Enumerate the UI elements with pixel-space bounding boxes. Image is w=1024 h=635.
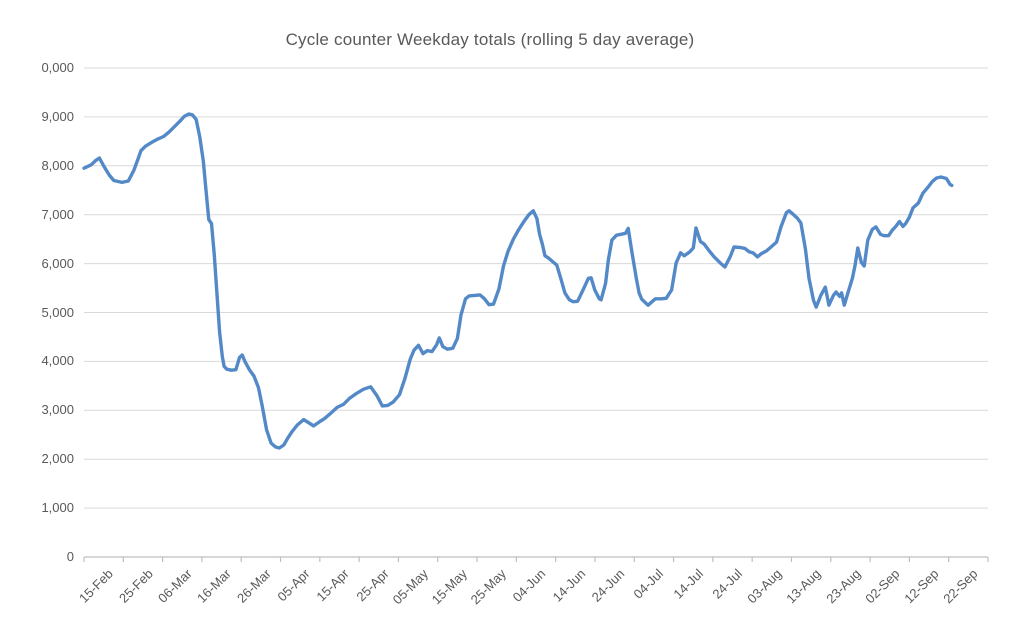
y-axis-tick-label: 4,000 xyxy=(41,353,74,369)
data-series-line xyxy=(82,112,954,450)
y-axis-tick-label: 0 xyxy=(66,549,74,564)
y-axis-tick-label: 1,000 xyxy=(41,500,74,516)
y-axis-tick-label: 0,000 xyxy=(41,60,74,75)
y-axis-tick-label: 6,000 xyxy=(41,255,74,271)
y-axis-tick-label: 5,000 xyxy=(41,304,74,320)
y-axis-tick-label: 7,000 xyxy=(41,206,74,222)
y-axis-tick-label: 9,000 xyxy=(41,108,74,124)
y-axis-tick-label: 2,000 xyxy=(41,451,74,467)
y-axis-tick-label: 8,000 xyxy=(41,157,74,173)
chart-title: Cycle counter Weekday totals (rolling 5 … xyxy=(285,30,695,49)
y-axis-tick-label: 3,000 xyxy=(41,402,74,418)
